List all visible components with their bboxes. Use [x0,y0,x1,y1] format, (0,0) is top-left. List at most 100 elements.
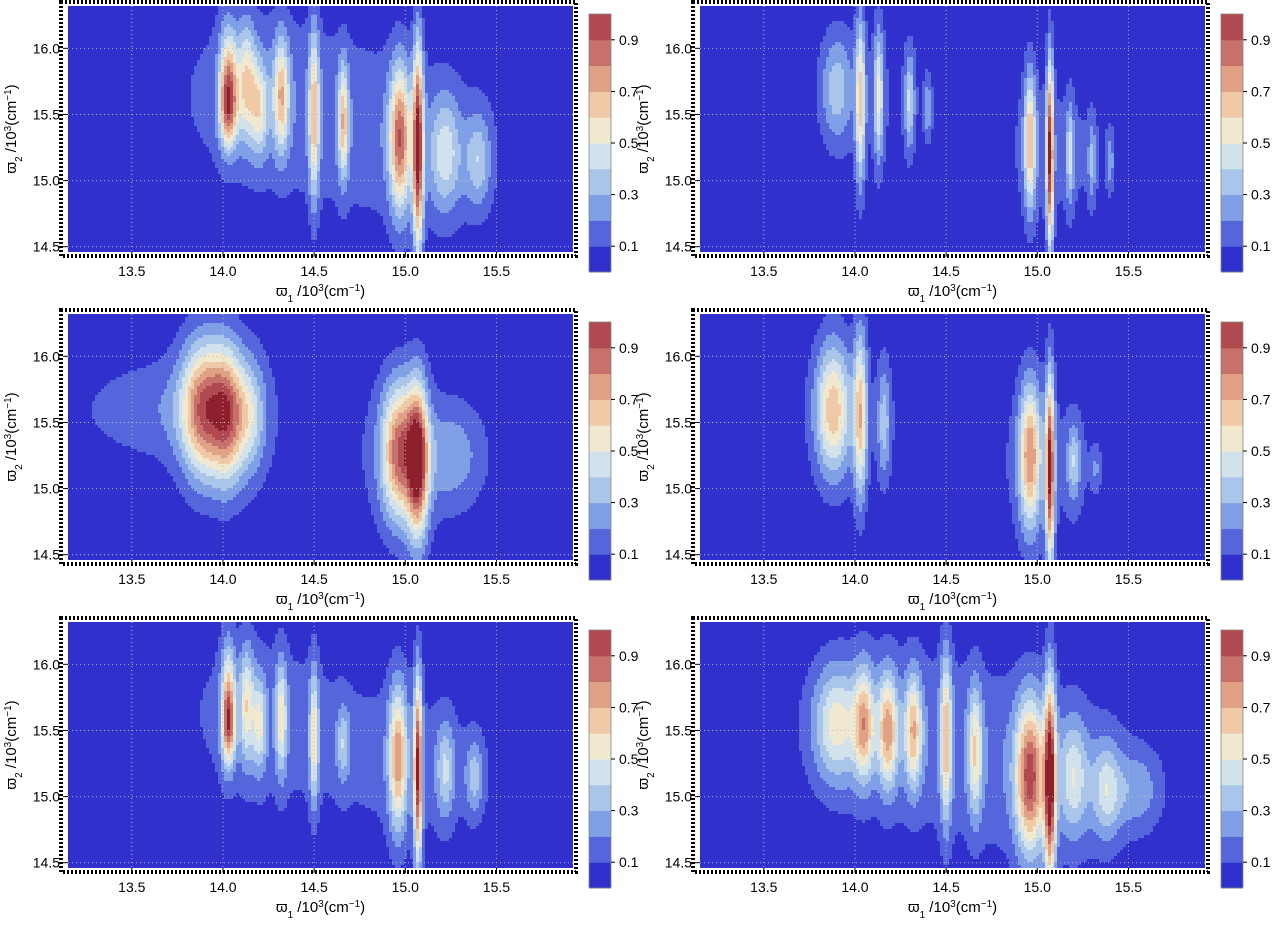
contour-cell [317,165,320,168]
contour-cell [272,39,278,42]
contour-cell [1048,126,1051,129]
contour-cell [320,102,323,105]
contour-cell [413,54,416,57]
contour-cell [862,99,865,102]
contour-cell [1075,126,1090,129]
contour-cell [488,135,497,138]
contour-cell [341,60,344,63]
contour-cell [440,108,449,111]
contour-cell [395,156,398,159]
contour-cell [413,123,416,126]
contour-cell [347,168,350,171]
x-tick-label: 15.0 [392,263,419,279]
contour-cell [422,21,425,24]
contour-cell [233,425,236,428]
contour-cell [1018,117,1021,120]
contour-cell [1021,141,1024,144]
contour-cell [452,111,461,114]
contour-cell [437,135,452,138]
contour-cell [386,395,392,398]
contour-cell [1015,129,1021,132]
contour-cell [431,395,458,398]
contour-cell [206,45,218,48]
contour-cell [419,222,422,225]
contour-cell [1051,198,1054,201]
contour-cell [1051,33,1054,36]
contour-cell [95,419,161,422]
contour-cell [1051,60,1054,63]
contour-cell [407,425,410,428]
contour-cell [826,147,856,150]
contour-cell [859,138,862,141]
contour-cell [826,144,856,147]
contour-cell [1021,213,1027,216]
contour-cell [404,63,413,66]
contour-cell [407,51,410,54]
contour-cell [167,380,176,383]
contour-cell [443,177,449,180]
contour-cell [221,153,227,156]
contour-cell [874,147,877,150]
contour-cell [880,132,883,135]
contour-cell [407,147,413,150]
contour-cell [227,105,230,108]
contour-cell [1033,93,1036,96]
contour-cell [419,201,422,204]
contour-cell [392,93,395,96]
colorbar-tick-label: 0.1 [619,238,639,254]
contour-cell [455,117,464,120]
contour-cell [877,45,880,48]
contour-cell [317,24,323,27]
contour-cell [428,198,431,201]
contour-cell [215,63,218,66]
contour-cell [323,126,335,129]
contour-cell [188,425,191,428]
contour-cell [871,39,874,42]
contour-cell [197,389,203,392]
contour-cell [389,401,395,404]
contour-cell [1051,138,1054,141]
contour-cell [239,410,242,413]
contour-cell [455,153,461,156]
contour-cell [1039,147,1045,150]
contour-cell [874,72,877,75]
contour-cell [392,126,395,129]
contour-cell [191,416,194,419]
contour-cell [287,99,290,102]
contour-cell [254,392,260,395]
contour-cell [242,437,248,440]
contour-cell [215,99,218,102]
contour-cell [260,39,272,42]
contour-cell [859,90,862,93]
contour-cell [856,177,865,180]
contour-cell [338,84,341,87]
contour-cell [1021,129,1024,132]
contour-cell [317,180,320,183]
contour-cell [380,437,383,440]
contour-cell [452,156,461,159]
contour-cell [335,147,338,150]
contour-cell [862,9,865,12]
contour-cell [1051,96,1054,99]
contour-cell [1027,159,1033,162]
contour-cell [865,93,868,96]
contour-cell [1036,123,1039,126]
contour-cell [413,36,416,39]
contour-cell [230,401,233,404]
contour-cell [254,21,278,24]
contour-cell [925,120,931,123]
contour-cell [1045,228,1048,231]
contour-cell [224,51,227,54]
contour-cell [305,99,308,102]
contour-cell [865,168,868,171]
y-tick-label: 15.0 [33,173,60,189]
contour-cell [185,371,191,374]
contour-cell [284,96,287,99]
contour-cell [176,332,191,335]
contour-cell [419,15,422,18]
contour-cell [188,380,191,383]
contour-cell [1024,138,1027,141]
contour-cell [254,437,260,440]
contour-cell [389,102,392,105]
contour-cell [308,138,311,141]
